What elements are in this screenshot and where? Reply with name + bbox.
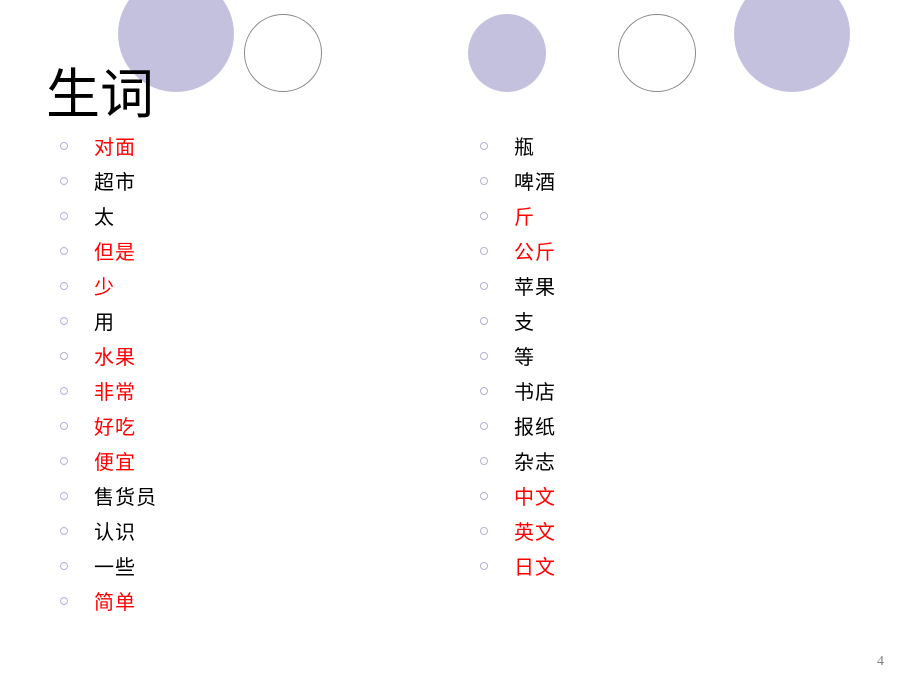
vocab-word: 好吃 — [94, 411, 136, 440]
vocab-word: 书店 — [514, 376, 556, 405]
list-item: 等 — [480, 338, 860, 373]
bullet-icon — [60, 142, 68, 150]
vocab-list-left: 对面超市太但是少用水果非常好吃便宜售货员认识一些简单 — [60, 128, 480, 618]
list-item: 对面 — [60, 128, 480, 163]
vocab-word: 认识 — [94, 516, 136, 545]
vocab-word: 水果 — [94, 341, 136, 370]
list-item: 日文 — [480, 548, 860, 583]
vocab-word: 瓶 — [514, 131, 535, 160]
bullet-icon — [480, 562, 488, 570]
bullet-icon — [480, 247, 488, 255]
bullet-icon — [60, 457, 68, 465]
list-item: 啤酒 — [480, 163, 860, 198]
bullet-icon — [480, 492, 488, 500]
bullet-icon — [60, 177, 68, 185]
vocab-word: 用 — [94, 306, 115, 335]
vocab-word: 杂志 — [514, 446, 556, 475]
vocab-word: 太 — [94, 201, 115, 230]
list-item: 但是 — [60, 233, 480, 268]
bullet-icon — [60, 387, 68, 395]
list-item: 水果 — [60, 338, 480, 373]
bullet-icon — [60, 562, 68, 570]
vocab-word: 简单 — [94, 586, 136, 615]
bullet-icon — [60, 422, 68, 430]
list-item: 公斤 — [480, 233, 860, 268]
list-item: 用 — [60, 303, 480, 338]
list-item: 一些 — [60, 548, 480, 583]
bullet-icon — [480, 142, 488, 150]
list-item: 苹果 — [480, 268, 860, 303]
vocab-word: 便宜 — [94, 446, 136, 475]
list-item: 简单 — [60, 583, 480, 618]
vocab-word: 英文 — [514, 516, 556, 545]
list-item: 支 — [480, 303, 860, 338]
vocab-word: 支 — [514, 306, 535, 335]
bullet-icon — [480, 212, 488, 220]
list-item: 书店 — [480, 373, 860, 408]
page-number: 4 — [877, 654, 884, 670]
bullet-icon — [480, 527, 488, 535]
vocab-word: 公斤 — [514, 236, 556, 265]
vocab-word: 但是 — [94, 236, 136, 265]
vocab-list-right: 瓶啤酒斤公斤苹果支等书店报纸杂志中文英文日文 — [480, 128, 860, 618]
vocab-word: 斤 — [514, 201, 535, 230]
bullet-icon — [60, 212, 68, 220]
list-item: 超市 — [60, 163, 480, 198]
bullet-icon — [480, 177, 488, 185]
list-item: 斤 — [480, 198, 860, 233]
decorative-circle — [618, 14, 696, 92]
bullet-icon — [60, 317, 68, 325]
list-item: 太 — [60, 198, 480, 233]
vocab-word: 非常 — [94, 376, 136, 405]
bullet-icon — [480, 387, 488, 395]
list-item: 非常 — [60, 373, 480, 408]
bullet-icon — [60, 527, 68, 535]
decorative-circle — [468, 14, 546, 92]
bullet-icon — [480, 282, 488, 290]
list-item: 杂志 — [480, 443, 860, 478]
list-item: 售货员 — [60, 478, 480, 513]
vocab-word: 少 — [94, 271, 115, 300]
vocab-word: 对面 — [94, 131, 136, 160]
bullet-icon — [60, 247, 68, 255]
bullet-icon — [60, 492, 68, 500]
vocab-word: 报纸 — [514, 411, 556, 440]
vocab-word: 超市 — [94, 166, 136, 195]
bullet-icon — [60, 352, 68, 360]
vocab-word: 日文 — [514, 551, 556, 580]
bullet-icon — [480, 317, 488, 325]
list-item: 报纸 — [480, 408, 860, 443]
vocab-word: 等 — [514, 341, 535, 370]
list-item: 中文 — [480, 478, 860, 513]
list-item: 英文 — [480, 513, 860, 548]
vocab-word: 一些 — [94, 551, 136, 580]
bullet-icon — [60, 282, 68, 290]
list-item: 便宜 — [60, 443, 480, 478]
vocab-word: 中文 — [514, 481, 556, 510]
bullet-icon — [60, 597, 68, 605]
vocab-word: 售货员 — [94, 481, 157, 510]
bullet-icon — [480, 422, 488, 430]
vocab-columns: 对面超市太但是少用水果非常好吃便宜售货员认识一些简单 瓶啤酒斤公斤苹果支等书店报… — [60, 128, 860, 618]
bullet-icon — [480, 352, 488, 360]
decorative-circle — [734, 0, 850, 92]
page-title: 生词 — [46, 50, 154, 129]
bullet-icon — [480, 457, 488, 465]
vocab-word: 啤酒 — [514, 166, 556, 195]
decorative-circle — [244, 14, 322, 92]
vocab-word: 苹果 — [514, 271, 556, 300]
list-item: 好吃 — [60, 408, 480, 443]
list-item: 少 — [60, 268, 480, 303]
list-item: 认识 — [60, 513, 480, 548]
list-item: 瓶 — [480, 128, 860, 163]
